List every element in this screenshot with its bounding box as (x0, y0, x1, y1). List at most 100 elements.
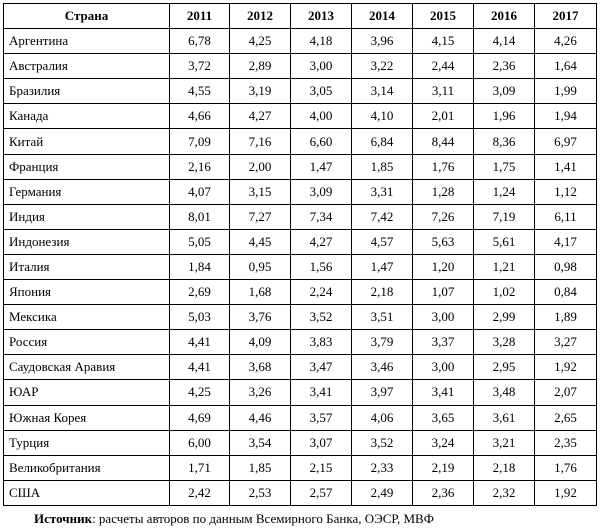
value-cell: 3,76 (229, 304, 291, 331)
value-cell: 3,21 (473, 429, 535, 456)
value-cell: 2,16 (169, 153, 230, 180)
value-cell: 2,18 (351, 279, 413, 306)
value-cell: 6,60 (290, 128, 352, 155)
value-cell: 5,61 (473, 228, 535, 255)
country-cell: Турция (3, 429, 170, 456)
table-row: Индия 8,01 7,27 7,34 7,42 7,26 7,19 6,11 (3, 203, 597, 230)
value-cell: 3,00 (412, 304, 474, 331)
country-cell: Германия (3, 178, 170, 205)
value-cell: 3,37 (412, 329, 474, 356)
value-cell: 6,11 (534, 203, 597, 230)
table-row: ЮАР 4,25 3,26 3,41 3,97 3,41 3,48 2,07 (3, 379, 597, 406)
value-cell: 2,99 (473, 304, 535, 331)
value-cell: 1,07 (412, 279, 474, 306)
value-cell: 1,75 (473, 153, 535, 180)
column-header-year: 2013 (290, 2, 352, 30)
value-cell: 6,00 (169, 429, 230, 456)
value-cell: 3,41 (412, 379, 474, 406)
value-cell: 4,17 (534, 228, 597, 255)
table-row: Южная Корея 4,69 4,46 3,57 4,06 3,65 3,61 2,65 (3, 404, 597, 431)
country-cell: Южная Корея (3, 404, 170, 431)
country-cell: Аргентина (3, 28, 170, 55)
value-cell: 8,44 (412, 128, 474, 155)
value-cell: 7,27 (229, 203, 291, 230)
value-cell: 3,24 (412, 429, 474, 456)
value-cell: 3,31 (351, 178, 413, 205)
country-cell: Австралия (3, 53, 170, 80)
value-cell: 2,32 (473, 479, 535, 506)
value-cell: 3,09 (473, 78, 535, 105)
table-row: Великобритания 1,71 1,85 2,15 2,33 2,19 2,18 1,… (3, 454, 597, 481)
country-cell: Италия (3, 253, 170, 281)
value-cell: 4,55 (169, 78, 230, 105)
value-cell: 1,47 (351, 253, 413, 281)
value-cell: 4,41 (169, 329, 230, 356)
country-cell: Великобритания (3, 454, 170, 481)
value-cell: 3,79 (351, 329, 413, 356)
value-cell: 3,11 (412, 78, 474, 105)
value-cell: 3,22 (351, 53, 413, 80)
value-cell: 7,19 (473, 203, 535, 230)
value-cell: 2,07 (534, 379, 597, 406)
value-cell: 5,63 (412, 228, 474, 255)
value-cell: 3,27 (534, 329, 597, 356)
table-row: Австралия 3,72 2,89 3,00 3,22 2,44 2,36 1,64 (3, 53, 597, 80)
table-row: Бразилия 4,55 3,19 3,05 3,14 3,11 3,09 1,99 (3, 78, 597, 105)
value-cell: 3,19 (229, 78, 291, 105)
value-cell: 1,28 (412, 178, 474, 205)
country-cell: Франция (3, 153, 170, 180)
column-header-year: 2012 (229, 2, 291, 30)
value-cell: 3,52 (290, 304, 352, 331)
value-cell: 2,42 (169, 479, 230, 506)
table-row: Германия 4,07 3,15 3,09 3,31 1,28 1,24 1,12 (3, 178, 597, 205)
value-cell: 4,07 (169, 178, 230, 205)
value-cell: 4,45 (229, 228, 291, 255)
value-cell: 3,65 (412, 404, 474, 431)
country-cell: Мексика (3, 304, 170, 331)
column-header-year: 2017 (534, 2, 597, 30)
value-cell: 2,89 (229, 53, 291, 80)
value-cell: 2,33 (351, 454, 413, 481)
value-cell: 3,72 (169, 53, 230, 80)
value-cell: 1,96 (473, 103, 535, 130)
value-cell: 1,84 (169, 253, 230, 281)
value-cell: 3,07 (290, 429, 352, 456)
value-cell: 2,36 (473, 53, 535, 80)
value-cell: 0,95 (229, 253, 291, 281)
value-cell: 3,46 (351, 354, 413, 381)
table-row: Саудовская Аравия 4,41 3,68 3,47 3,46 3,00 2,9… (3, 354, 597, 381)
value-cell: 4,46 (229, 404, 291, 431)
value-cell: 1,92 (534, 479, 597, 506)
value-cell: 4,18 (290, 28, 352, 55)
value-cell: 4,25 (229, 28, 291, 55)
value-cell: 3,96 (351, 28, 413, 55)
value-cell: 3,00 (290, 53, 352, 80)
value-cell: 4,09 (229, 329, 291, 356)
value-cell: 3,05 (290, 78, 352, 105)
table-row: Франция 2,16 2,00 1,47 1,85 1,76 1,75 1,41 (3, 153, 597, 180)
value-cell: 4,25 (169, 379, 230, 406)
value-cell: 2,69 (169, 279, 230, 306)
value-cell: 1,02 (473, 279, 535, 306)
column-header-year: 2016 (473, 2, 535, 30)
value-cell: 3,14 (351, 78, 413, 105)
value-cell: 4,27 (290, 228, 352, 255)
value-cell: 2,15 (290, 454, 352, 481)
table-row: Аргентина 6,78 4,25 4,18 3,96 4,15 4,14 4,26 (3, 28, 597, 55)
value-cell: 8,01 (169, 203, 230, 230)
value-cell: 6,78 (169, 28, 230, 55)
value-cell: 7,34 (290, 203, 352, 230)
value-cell: 1,89 (534, 304, 597, 331)
table-row: Россия 4,41 4,09 3,83 3,79 3,37 3,28 3,27 (3, 329, 597, 356)
value-cell: 2,01 (412, 103, 474, 130)
source-text: : расчеты авторов по данным Всемирного Б… (92, 511, 434, 526)
table-header-row: Страна 2011 2012 2013 2014 2015 2016 2017 (3, 2, 597, 30)
value-cell: 3,48 (473, 379, 535, 406)
value-cell: 3,26 (229, 379, 291, 406)
value-cell: 4,69 (169, 404, 230, 431)
value-cell: 1,64 (534, 53, 597, 80)
value-cell: 3,41 (290, 379, 352, 406)
value-cell: 3,57 (290, 404, 352, 431)
value-cell: 2,24 (290, 279, 352, 306)
value-cell: 4,27 (229, 103, 291, 130)
